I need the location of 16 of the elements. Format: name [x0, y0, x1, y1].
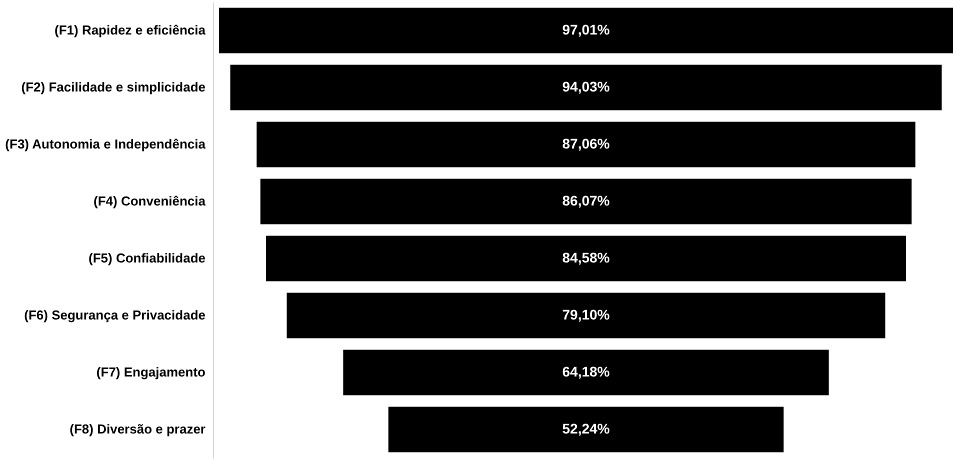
category-label: (F5) Confiabilidade [88, 250, 206, 266]
category-label: (F2) Facilidade e simplicidade [21, 80, 206, 94]
data-label: 64,18% [562, 364, 610, 380]
data-label: 86,07% [562, 192, 610, 208]
category-label: (F4) Conveniência [94, 194, 206, 208]
category-label: (F3) Autonomia e Independência [5, 136, 206, 152]
category-label: (F7) Engajamento [96, 364, 206, 380]
category-label: (F1) Rapidez e eficiência [54, 22, 206, 38]
data-label: 87,06% [562, 136, 610, 152]
data-label: 97,01% [562, 22, 610, 38]
data-label: 94,03% [562, 78, 610, 94]
data-label: 84,58% [562, 250, 610, 266]
data-label: 79,10% [562, 306, 610, 322]
category-label: (F6) Segurança e Privacidade [24, 308, 206, 322]
category-label: (F8) Diversão e prazer [70, 422, 206, 436]
data-label: 52,24% [562, 420, 610, 436]
